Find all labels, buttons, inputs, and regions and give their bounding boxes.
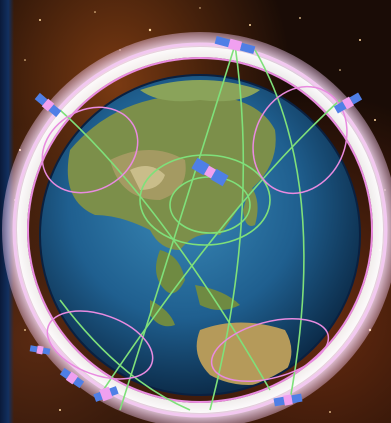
satellite-icon (59, 367, 85, 389)
satellite-icon (273, 393, 303, 407)
satellite-icon (214, 35, 256, 55)
earth-globe (39, 74, 361, 396)
satellite-icon (333, 92, 363, 114)
satellite-icon (29, 345, 51, 355)
satellite-icon (34, 92, 62, 118)
orbit-paths-green (59, 44, 341, 411)
satellite-icon (93, 386, 119, 402)
satellite-icon (191, 157, 229, 187)
orbit-paths-pink (41, 85, 348, 382)
outer-orbit-rings (12, 42, 388, 418)
